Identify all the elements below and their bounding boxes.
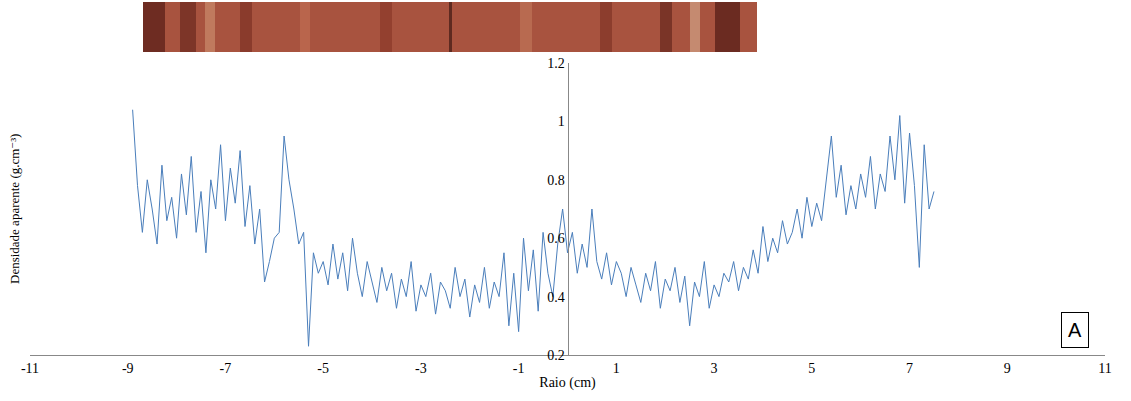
svg-text:Raio (cm): Raio (cm) bbox=[539, 375, 596, 391]
svg-text:1.2: 1.2 bbox=[547, 56, 565, 71]
svg-text:9: 9 bbox=[1004, 361, 1011, 376]
svg-text:1: 1 bbox=[613, 361, 620, 376]
svg-text:-9: -9 bbox=[122, 361, 134, 376]
svg-text:0.8: 0.8 bbox=[547, 173, 565, 188]
svg-text:-1: -1 bbox=[513, 361, 525, 376]
svg-text:Densidade aparente (g.cm⁻³): Densidade aparente (g.cm⁻³) bbox=[7, 134, 22, 284]
svg-text:5: 5 bbox=[808, 361, 815, 376]
svg-text:7: 7 bbox=[906, 361, 913, 376]
svg-text:-7: -7 bbox=[220, 361, 232, 376]
svg-text:-11: -11 bbox=[21, 361, 39, 376]
svg-text:0.2: 0.2 bbox=[547, 348, 565, 363]
svg-text:3: 3 bbox=[711, 361, 718, 376]
svg-text:-5: -5 bbox=[317, 361, 329, 376]
svg-text:0.4: 0.4 bbox=[547, 290, 565, 305]
svg-text:1: 1 bbox=[558, 114, 565, 129]
svg-text:0.6: 0.6 bbox=[547, 231, 565, 246]
svg-text:11: 11 bbox=[1098, 361, 1111, 376]
svg-text:A: A bbox=[1068, 319, 1082, 341]
svg-text:-3: -3 bbox=[415, 361, 427, 376]
